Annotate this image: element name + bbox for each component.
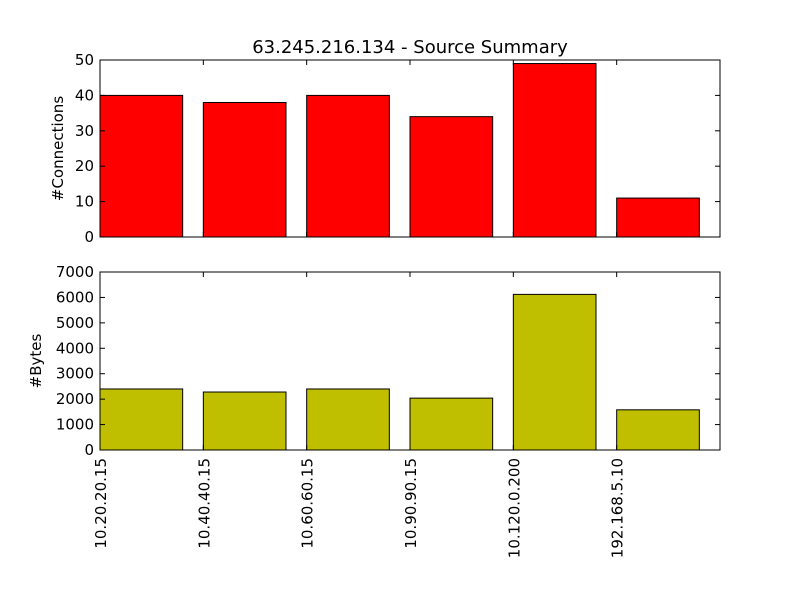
bytes-ytick-label-2: 2000 bbox=[56, 390, 94, 408]
xtick-label-2: 10.60.60.15 bbox=[299, 458, 317, 549]
connections-bar-4 bbox=[512, 63, 597, 238]
connections-bar-2 bbox=[306, 94, 390, 238]
connections-ytick-label-2: 20 bbox=[75, 157, 94, 175]
xtick-label-3: 10.90.90.15 bbox=[402, 458, 420, 549]
connections-ytick-label-1: 10 bbox=[75, 193, 94, 211]
bytes-ytick-label-3: 3000 bbox=[56, 365, 94, 383]
xtick-label-4: 10.120.0.200 bbox=[505, 458, 523, 558]
bytes-ytick-label-0: 0 bbox=[84, 441, 94, 459]
bytes-bar-0 bbox=[99, 388, 184, 451]
xtick-label-0: 10.20.20.15 bbox=[92, 458, 110, 549]
bytes-ytick-label-4: 4000 bbox=[56, 339, 94, 357]
bytes-bar-5 bbox=[616, 409, 700, 451]
bytes-ytick-label-1: 1000 bbox=[56, 416, 94, 434]
connections-panel: 0 10 20 30 40 50 #Connections bbox=[49, 51, 721, 246]
bytes-bar-2 bbox=[306, 388, 390, 451]
xtick-label-1: 10.40.40.15 bbox=[195, 458, 213, 549]
bytes-ytick-label-7: 7000 bbox=[56, 263, 94, 281]
bytes-ylabel: #Bytes bbox=[27, 333, 45, 388]
xtick-label-5: 192.168.5.10 bbox=[609, 458, 627, 558]
connections-bar-3 bbox=[409, 116, 494, 238]
bytes-bar-4 bbox=[512, 293, 597, 451]
bytes-bar-3 bbox=[409, 397, 494, 451]
connections-ytick-label-0: 0 bbox=[84, 228, 94, 246]
connections-bar-0 bbox=[99, 94, 184, 238]
connections-ytick-label-4: 40 bbox=[75, 86, 94, 104]
connections-bar-1 bbox=[202, 101, 287, 238]
bytes-ytick-label-6: 6000 bbox=[56, 288, 94, 306]
bytes-bar-1 bbox=[202, 391, 287, 451]
connections-bar-5 bbox=[616, 197, 700, 238]
connections-ylabel: #Connections bbox=[49, 96, 67, 201]
bytes-panel: 0 1000 2000 3000 4000 5000 6000 7000 10.20.20.15… bbox=[27, 263, 721, 558]
connections-ytick-label-3: 30 bbox=[75, 122, 94, 140]
chart-title: 63.245.216.134 - Source Summary bbox=[252, 37, 568, 58]
bytes-ytick-label-5: 5000 bbox=[56, 314, 94, 332]
connections-ytick-label-5: 50 bbox=[75, 51, 94, 69]
